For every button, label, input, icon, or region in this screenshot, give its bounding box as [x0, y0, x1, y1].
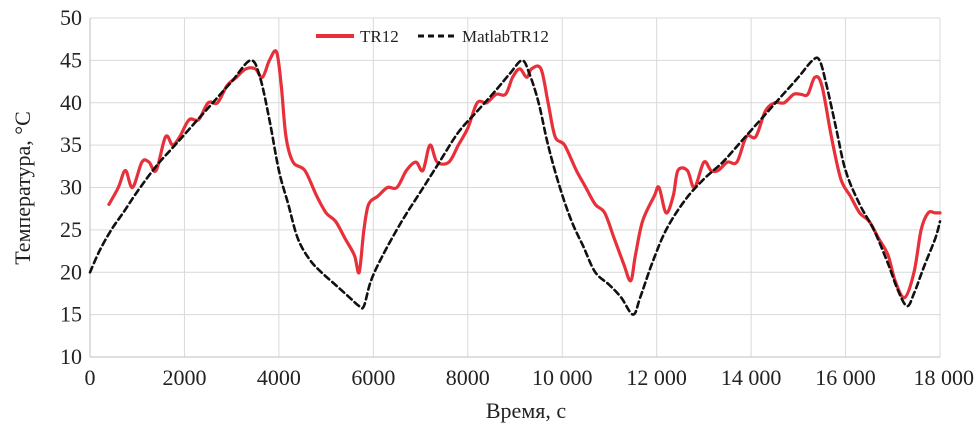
y-tick-label: 45 — [60, 47, 82, 72]
x-tick-label: 0 — [85, 365, 96, 390]
x-tick-label: 6000 — [351, 365, 395, 390]
x-axis-label: Время, с — [486, 398, 566, 423]
y-tick-label: 30 — [60, 175, 82, 200]
x-tick-label: 10 000 — [532, 365, 593, 390]
y-tick-label: 20 — [60, 259, 82, 284]
legend: TR12 MatlabTR12 — [316, 27, 549, 46]
x-tick-label: 4000 — [257, 365, 301, 390]
x-tick-label: 16 000 — [815, 365, 876, 390]
legend-label-matlabtr12: MatlabTR12 — [462, 27, 549, 46]
axes — [89, 18, 940, 358]
x-tick-label: 18 000 — [914, 365, 975, 390]
y-axis-label: Температура, °С — [10, 111, 35, 265]
y-tick-label: 15 — [60, 302, 82, 327]
y-tick-label: 25 — [60, 217, 82, 242]
x-tick-label: 12 000 — [626, 365, 687, 390]
y-tick-label: 35 — [60, 132, 82, 157]
x-tick-label: 14 000 — [721, 365, 782, 390]
series-line-tr12 — [107, 49, 942, 300]
legend-label-tr12: TR12 — [360, 27, 399, 46]
x-tick-label: 8000 — [446, 365, 490, 390]
tick-labels: 10 15 20 25 30 35 40 45 50 0 2000 4000 6000 8000 10 00… — [60, 5, 974, 390]
y-tick-label: 40 — [60, 90, 82, 115]
x-tick-label: 2000 — [162, 365, 206, 390]
series-layer — [88, 49, 942, 316]
y-tick-label: 50 — [60, 5, 82, 30]
series-line-matlabtr12 — [88, 56, 942, 316]
y-tick-label: 10 — [60, 344, 82, 369]
